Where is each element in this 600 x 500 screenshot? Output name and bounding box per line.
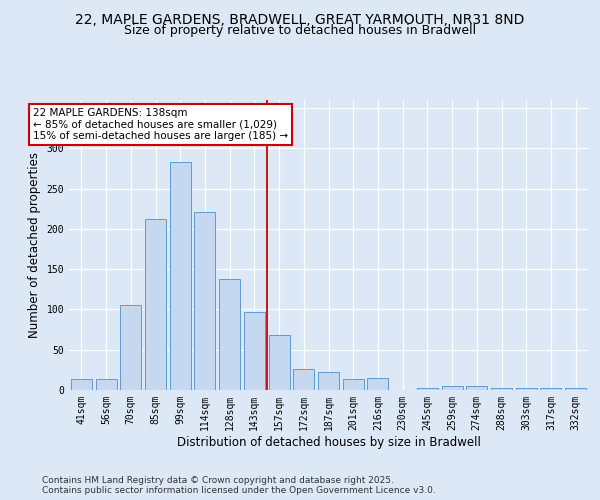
Bar bbox=[71, 378, 92, 390]
Bar bbox=[293, 369, 314, 390]
Bar bbox=[318, 372, 339, 390]
Bar bbox=[367, 378, 388, 390]
Bar bbox=[343, 378, 364, 390]
Y-axis label: Number of detached properties: Number of detached properties bbox=[28, 152, 41, 338]
Bar bbox=[442, 386, 463, 390]
Bar bbox=[145, 219, 166, 390]
Bar bbox=[516, 388, 537, 390]
Bar bbox=[170, 162, 191, 390]
Text: Contains HM Land Registry data © Crown copyright and database right 2025.
Contai: Contains HM Land Registry data © Crown c… bbox=[42, 476, 436, 495]
Bar bbox=[95, 378, 116, 390]
Bar bbox=[491, 388, 512, 390]
Bar bbox=[194, 212, 215, 390]
Bar bbox=[565, 388, 586, 390]
Bar bbox=[219, 279, 240, 390]
Bar bbox=[120, 304, 141, 390]
X-axis label: Distribution of detached houses by size in Bradwell: Distribution of detached houses by size … bbox=[176, 436, 481, 448]
Text: Size of property relative to detached houses in Bradwell: Size of property relative to detached ho… bbox=[124, 24, 476, 37]
Bar bbox=[269, 335, 290, 390]
Text: 22, MAPLE GARDENS, BRADWELL, GREAT YARMOUTH, NR31 8ND: 22, MAPLE GARDENS, BRADWELL, GREAT YARMO… bbox=[76, 12, 524, 26]
Bar bbox=[244, 312, 265, 390]
Bar bbox=[466, 386, 487, 390]
Bar bbox=[541, 388, 562, 390]
Text: 22 MAPLE GARDENS: 138sqm
← 85% of detached houses are smaller (1,029)
15% of sem: 22 MAPLE GARDENS: 138sqm ← 85% of detach… bbox=[33, 108, 288, 142]
Bar bbox=[417, 388, 438, 390]
